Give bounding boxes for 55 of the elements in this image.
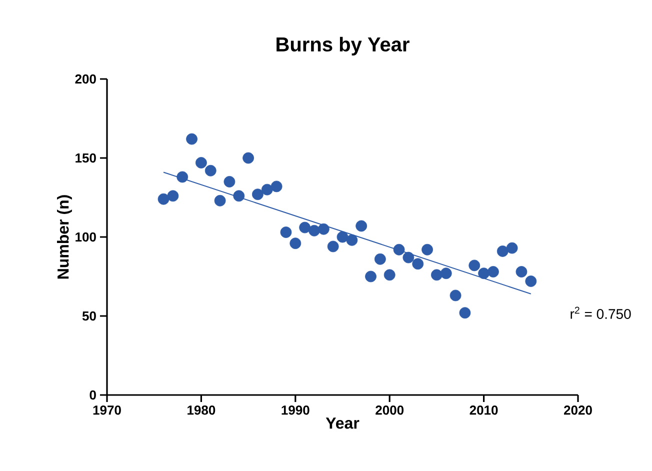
point [167,190,179,202]
point [346,234,358,246]
x-axis-title: Year [326,418,360,429]
point [233,190,245,202]
point [431,269,442,281]
point [290,238,302,250]
point [224,176,236,188]
point [196,157,207,168]
point [393,244,405,256]
point [488,266,499,278]
annotation: r$^{2}$ = 0.750 [570,306,631,319]
point [365,270,376,282]
x-tick-label: 1980 [188,406,216,415]
chart-title: Burns by Year [276,36,410,56]
point [374,253,386,265]
point [186,133,198,145]
y-tick-label: 50 [82,311,96,321]
point [356,220,368,232]
point [506,242,518,254]
point [158,193,170,205]
y-axis-title: Number (n) [57,195,72,279]
point [422,244,433,256]
x-tick-label: 2010 [470,406,498,415]
point [478,268,490,280]
point [270,180,282,192]
point [261,184,273,196]
point [308,224,320,236]
point [336,231,348,243]
point [204,164,216,176]
point [516,266,528,278]
x-tick-label: 2000 [376,406,404,415]
point [242,152,254,164]
point [384,269,396,281]
point [280,226,292,238]
point [299,222,311,234]
x-tick-label: 1970 [93,406,121,415]
point [450,290,462,302]
point [412,258,424,270]
point [402,252,414,264]
point [440,268,452,280]
point [459,307,471,319]
y-tick-label: 200 [75,74,96,84]
x-tick-label: 2020 [564,406,592,415]
point [327,240,339,252]
point [176,171,188,183]
point [468,260,480,272]
point [252,188,264,200]
y-tick-label: 150 [76,153,96,163]
y-tick-label: 100 [76,232,96,242]
point [318,223,330,235]
point [525,276,537,287]
point [214,194,226,206]
y-tick-label: 0 [90,390,96,400]
x-tick-label: 1990 [282,406,310,415]
point [496,246,508,257]
